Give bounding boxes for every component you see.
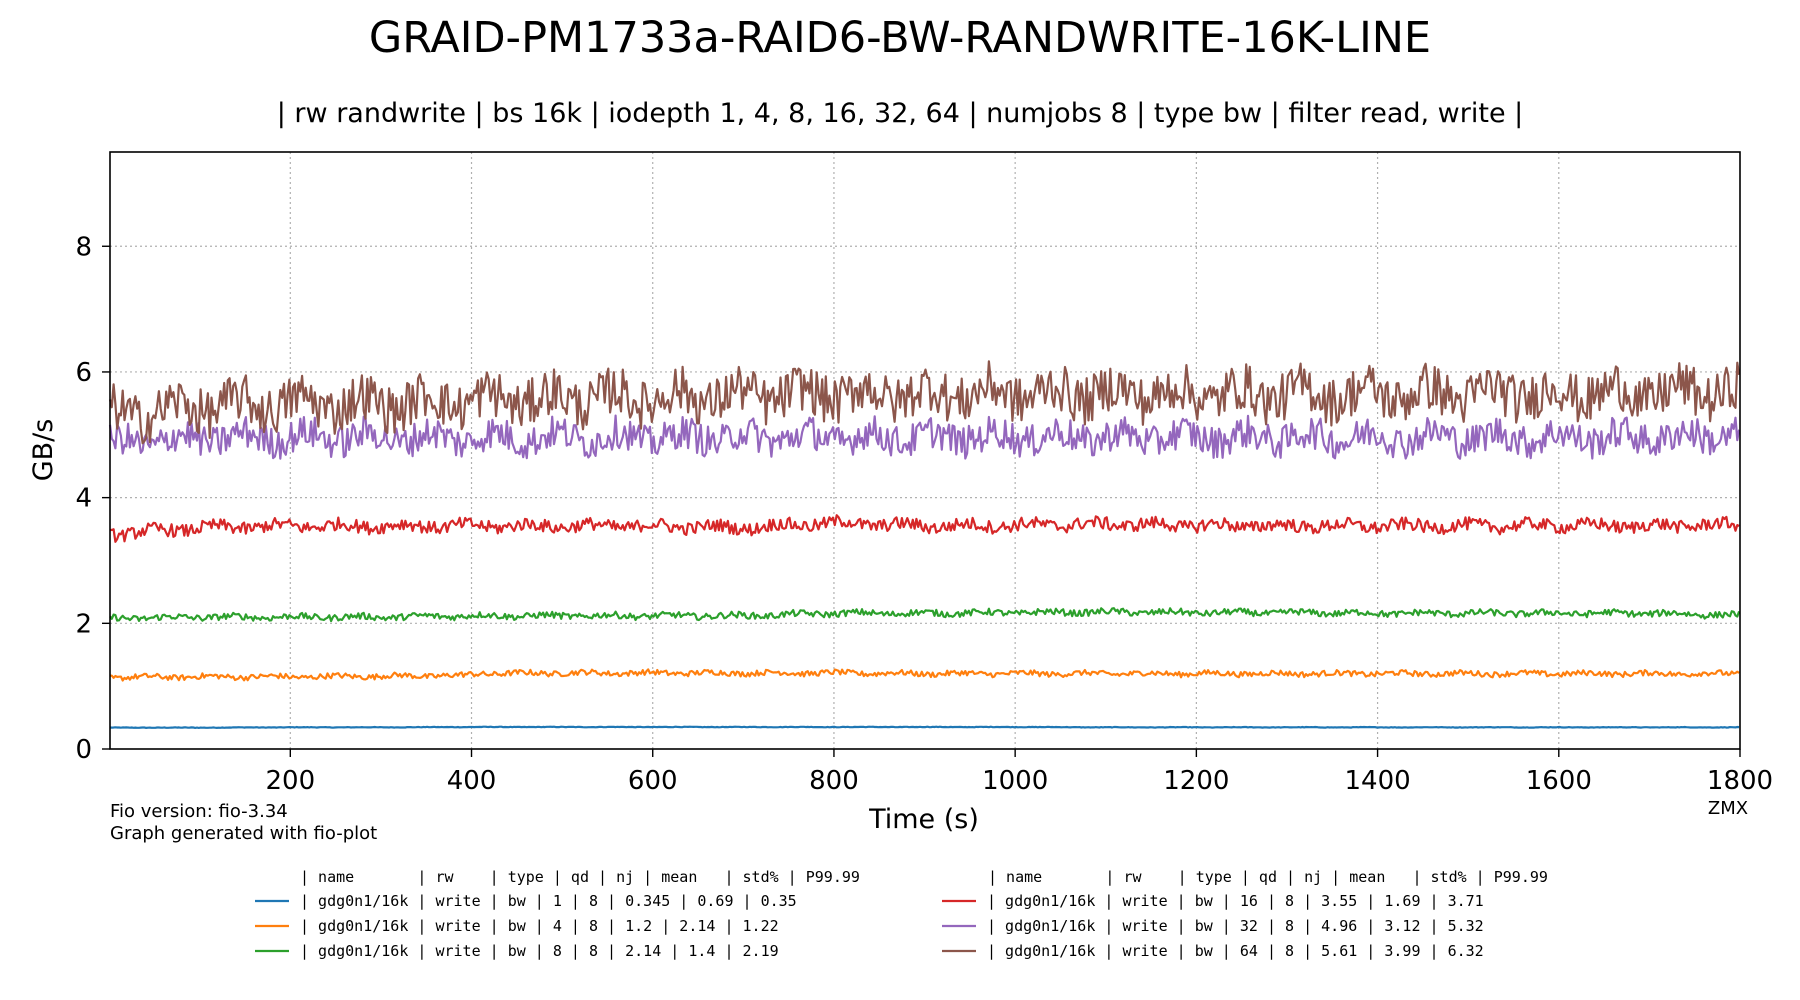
x-tick-label: 1400 — [1344, 766, 1410, 796]
series-line-qd16 — [109, 514, 1740, 543]
legend-row: | gdg0n1/16k | write | bw | 16 | 8 | 3.5… — [987, 892, 1484, 910]
series-line-qd32 — [108, 414, 1741, 460]
series-lines — [108, 360, 1741, 729]
axis-ticks: 200 400 600 800 1000 1200 1400 1600 1800 0 2 4 6 8 — [75, 232, 1773, 796]
series-line-qd8 — [109, 607, 1741, 623]
legend: | name | rw | type | qd | nj | mean | st… — [255, 868, 1548, 960]
x-tick-label: 1600 — [1526, 766, 1592, 796]
x-tick-label: 1800 — [1707, 766, 1773, 796]
legend-rows: | gdg0n1/16k | write | bw | 1 | 8 | 0.34… — [255, 892, 1484, 960]
x-tick-label: 400 — [447, 766, 497, 796]
y-tick-label: 8 — [75, 232, 92, 262]
legend-header-right: | name | rw | type | qd | nj | mean | st… — [988, 868, 1548, 886]
y-tick-label: 4 — [75, 484, 92, 514]
grid — [110, 152, 1740, 749]
series-line-qd64 — [108, 360, 1741, 445]
legend-row: | gdg0n1/16k | write | bw | 8 | 8 | 2.14… — [300, 942, 779, 960]
y-axis-label: GB/s — [28, 419, 59, 482]
fio-version-note: Fio version: fio-3.34 — [110, 801, 288, 822]
x-tick-label: 200 — [265, 766, 315, 796]
series-line-qd4 — [109, 668, 1740, 682]
x-tick-label: 1200 — [1163, 766, 1229, 796]
series-line-qd1 — [109, 725, 1740, 729]
legend-row: | gdg0n1/16k | write | bw | 1 | 8 | 0.34… — [300, 892, 797, 910]
chart-title: GRAID-PM1733a-RAID6-BW-RANDWRITE-16K-LIN… — [369, 13, 1431, 63]
legend-row: | gdg0n1/16k | write | bw | 64 | 8 | 5.6… — [987, 942, 1484, 960]
legend-row: | gdg0n1/16k | write | bw | 4 | 8 | 1.2 … — [300, 917, 779, 935]
generated-with-note: Graph generated with fio-plot — [110, 823, 377, 844]
chart-subtitle: | rw randwrite | bs 16k | iodepth 1, 4, … — [277, 98, 1523, 129]
y-tick-label: 6 — [75, 358, 92, 388]
x-axis-label: Time (s) — [868, 804, 979, 835]
signature: ZMX — [1708, 798, 1748, 819]
plot-frame — [109, 151, 1741, 750]
x-tick-label: 1000 — [982, 766, 1048, 796]
y-tick-label: 2 — [75, 609, 92, 639]
y-tick-label: 0 — [75, 735, 92, 765]
legend-row: | gdg0n1/16k | write | bw | 32 | 8 | 4.9… — [987, 917, 1484, 935]
x-tick-label: 600 — [628, 766, 678, 796]
x-tick-label: 800 — [809, 766, 859, 796]
legend-header-left: | name | rw | type | qd | nj | mean | st… — [300, 868, 860, 886]
